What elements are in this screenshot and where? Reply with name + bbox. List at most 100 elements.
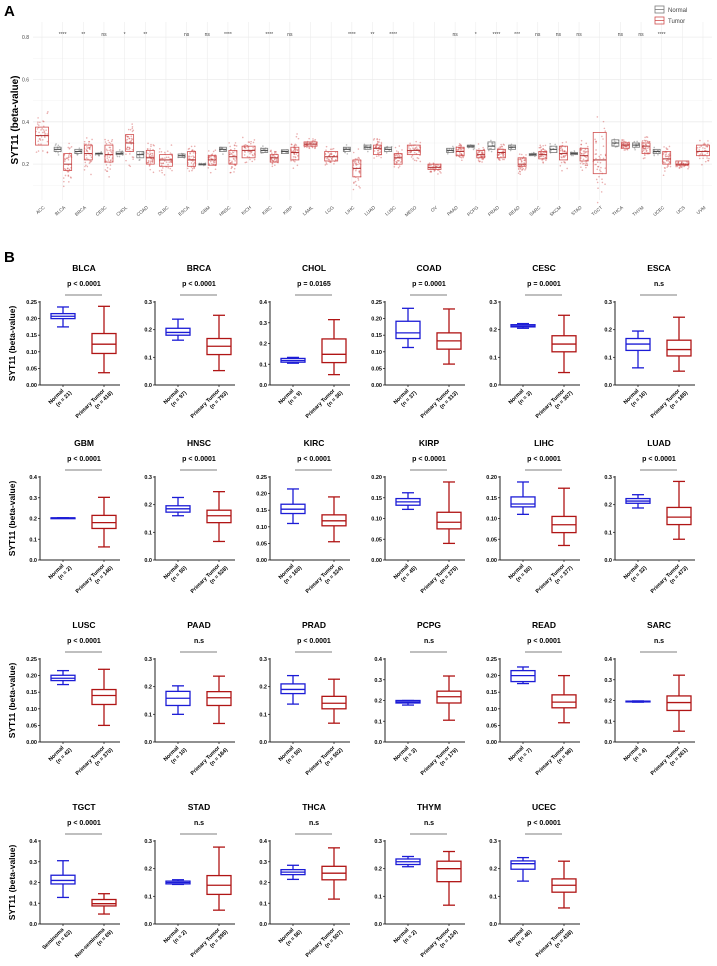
jitter-point-tumor — [502, 154, 504, 157]
y-tick-label: 0.1 — [374, 894, 382, 900]
jitter-point-tumor — [643, 139, 646, 142]
jitter-point-tumor — [701, 152, 703, 155]
jitter-point-normal — [138, 152, 141, 154]
jitter-point-tumor — [400, 155, 402, 158]
jitter-point-tumor — [399, 161, 402, 163]
jitter-point-normal — [657, 153, 659, 156]
jitter-point-tumor — [580, 139, 583, 142]
jitter-point-normal — [116, 155, 119, 158]
jitter-point-tumor — [524, 159, 527, 161]
jitter-point-tumor — [89, 161, 92, 163]
jitter-point-tumor — [642, 157, 645, 160]
jitter-point-tumor — [480, 152, 483, 155]
jitter-point-tumor — [231, 166, 234, 168]
jitter-point-tumor — [373, 150, 376, 152]
jitter-point-tumor — [538, 146, 541, 149]
jitter-point-tumor — [681, 161, 683, 163]
jitter-point-tumor — [398, 153, 400, 156]
jitter-point-tumor — [314, 138, 317, 141]
jitter-point-tumor — [192, 155, 194, 157]
jitter-point-tumor — [645, 149, 648, 152]
jitter-point-tumor — [377, 149, 380, 152]
jitter-point-tumor — [294, 147, 297, 150]
x-group-label: Primary Tumor(n = 261) — [650, 742, 690, 782]
y-tick-label: 0.2 — [604, 503, 612, 509]
jitter-point-tumor — [325, 149, 327, 151]
jitter-point-tumor — [563, 161, 565, 163]
jitter-point-tumor — [271, 159, 274, 162]
jitter-point-tumor — [460, 153, 463, 156]
box-tumor — [91, 332, 117, 355]
jitter-point-tumor — [234, 144, 236, 147]
x-group-label: Seminoma(n = 63) — [41, 924, 73, 956]
jitter-point-tumor — [458, 153, 461, 156]
jitter-point-tumor — [413, 159, 416, 162]
jitter-point-tumor — [460, 149, 462, 151]
y-tick-label: 0.25 — [371, 300, 382, 306]
jitter-point-tumor — [602, 145, 605, 148]
jitter-point-tumor — [666, 159, 668, 162]
y-tick-label: 0.15 — [26, 690, 37, 696]
jitter-point-normal — [489, 147, 491, 150]
jitter-point-tumor — [242, 136, 244, 139]
jitter-point-tumor — [108, 149, 110, 152]
jitter-point-tumor — [378, 141, 380, 143]
jitter-point-tumor — [520, 159, 523, 161]
jitter-point-tumor — [85, 148, 88, 151]
panel-title: READ — [532, 620, 556, 630]
jitter-point-tumor — [276, 159, 278, 162]
jitter-point-tumor — [42, 129, 45, 131]
jitter-point-tumor — [460, 147, 462, 150]
jitter-point-tumor — [148, 155, 151, 158]
jitter-point-tumor — [330, 157, 333, 160]
y-tick-label: 0.4 — [29, 475, 38, 481]
x-group-label: Normal(n = 160) — [278, 560, 304, 586]
jitter-point-tumor — [270, 150, 272, 153]
jitter-point-tumor — [89, 147, 91, 149]
jitter-point-tumor — [110, 159, 112, 161]
jitter-point-tumor — [523, 162, 525, 164]
jitter-point-tumor — [544, 156, 547, 159]
jitter-point-tumor — [663, 166, 666, 169]
jitter-point-tumor — [249, 150, 252, 153]
jitter-point-tumor — [149, 151, 151, 153]
x-tick-label: PCPG — [466, 205, 480, 217]
jitter-point-tumor — [229, 145, 231, 148]
jitter-point-tumor — [249, 158, 251, 161]
x-group-label: Non-seminoma(n = 69) — [74, 924, 114, 964]
y-tick-label: 0.1 — [144, 530, 152, 536]
jitter-point-tumor — [545, 159, 547, 162]
jitter-point-tumor — [460, 144, 462, 147]
jitter-point-tumor — [372, 139, 375, 141]
jitter-point-tumor — [212, 150, 215, 153]
jitter-point-tumor — [67, 167, 69, 170]
jitter-point-tumor — [519, 158, 521, 161]
jitter-point-tumor — [63, 180, 65, 183]
jitter-point-tumor — [326, 163, 328, 165]
jitter-point-tumor — [88, 148, 91, 151]
jitter-point-tumor — [146, 148, 149, 150]
jitter-point-tumor — [37, 121, 39, 123]
jitter-point-tumor — [380, 156, 382, 159]
jitter-point-tumor — [663, 151, 666, 154]
jitter-point-tumor — [229, 171, 232, 174]
jitter-point-tumor — [642, 149, 645, 152]
jitter-point-tumor — [125, 153, 127, 155]
jitter-point-tumor — [622, 139, 625, 141]
jitter-point-tumor — [559, 149, 562, 152]
jitter-point-tumor — [193, 166, 196, 169]
jitter-point-tumor — [151, 160, 154, 163]
jitter-point-tumor — [69, 147, 71, 149]
jitter-point-tumor — [604, 183, 606, 185]
boxplot-esca: ESCA n.s 0.0 0.1 0.2 0.3 Normal(n = 16) Primary… — [604, 263, 695, 420]
jitter-point-tumor — [295, 144, 298, 146]
jitter-point-tumor — [64, 174, 67, 177]
x-group-label: Primary Tumor(n = 124) — [420, 924, 460, 964]
jitter-point-tumor — [234, 160, 236, 162]
jitter-point-tumor — [210, 155, 212, 158]
box-tumor — [35, 126, 49, 146]
jitter-point-tumor — [666, 166, 668, 168]
jitter-point-tumor — [461, 159, 463, 162]
jitter-point-tumor — [293, 153, 295, 155]
significance-label: ns — [101, 32, 107, 38]
